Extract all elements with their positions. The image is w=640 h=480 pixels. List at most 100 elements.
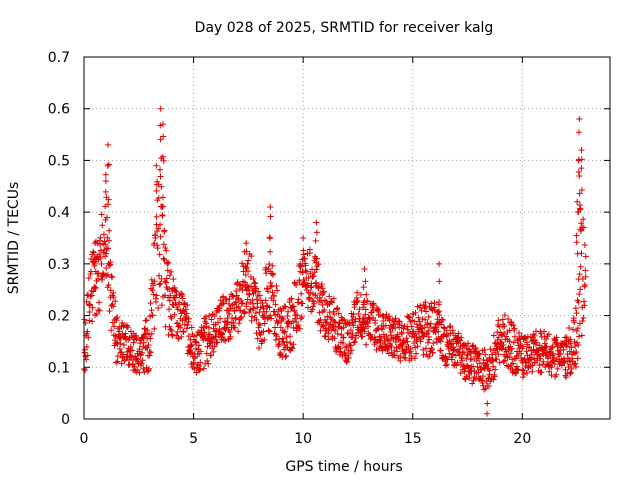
data-point <box>576 172 583 179</box>
data-point <box>414 343 421 350</box>
data-point <box>185 315 192 322</box>
data-point <box>332 327 339 334</box>
data-point <box>511 333 518 340</box>
data-point <box>447 323 454 330</box>
data-point <box>243 240 250 247</box>
data-point <box>322 333 329 340</box>
data-point <box>295 299 302 306</box>
data-point <box>142 330 149 337</box>
data-point <box>195 362 202 369</box>
data-point <box>526 344 533 351</box>
data-point <box>392 315 399 322</box>
data-point <box>476 360 483 367</box>
data-point <box>349 330 356 337</box>
data-point <box>386 317 393 324</box>
data-point <box>534 357 541 364</box>
data-point <box>479 379 486 386</box>
data-point <box>490 376 497 383</box>
data-point <box>267 248 274 255</box>
data-point <box>283 333 290 340</box>
data-point <box>122 330 129 337</box>
data-point <box>334 330 341 337</box>
data-point <box>492 349 499 356</box>
data-point <box>158 302 165 309</box>
data-point <box>541 328 548 335</box>
data-point <box>164 267 171 274</box>
data-point <box>255 320 262 327</box>
data-point <box>345 354 352 361</box>
data-point <box>103 265 110 272</box>
data-point <box>458 334 465 341</box>
data-point <box>202 318 209 325</box>
data-point <box>257 322 264 329</box>
data-point <box>109 274 116 281</box>
data-point <box>146 365 153 372</box>
data-point <box>161 292 168 299</box>
data-point <box>226 329 233 336</box>
data-point <box>299 300 306 307</box>
data-point <box>348 347 355 354</box>
data-point <box>481 386 487 393</box>
data-point <box>96 307 103 314</box>
data-point <box>363 291 370 298</box>
data-point <box>152 235 159 242</box>
data-point <box>113 339 120 346</box>
data-point <box>529 368 536 375</box>
data-point <box>554 343 561 350</box>
data-point <box>455 330 462 337</box>
data-point <box>438 316 445 323</box>
data-point <box>571 319 578 326</box>
data-point <box>576 190 583 197</box>
data-point <box>572 363 579 370</box>
data-point <box>120 351 127 358</box>
data-point <box>491 373 498 380</box>
data-point <box>362 306 369 313</box>
data-point <box>148 307 155 314</box>
data-point <box>290 341 297 348</box>
data-point <box>97 234 104 241</box>
data-point <box>174 306 181 313</box>
data-point <box>298 313 305 320</box>
data-point <box>275 341 282 348</box>
data-point <box>312 237 319 244</box>
data-point <box>188 342 195 349</box>
data-point <box>313 259 320 266</box>
data-point <box>575 299 582 306</box>
data-point <box>576 116 583 123</box>
data-point <box>312 280 319 287</box>
y-axis-label: SRMTID / TECUs <box>6 182 22 295</box>
data-point <box>331 311 338 318</box>
data-point <box>470 377 477 384</box>
data-point <box>576 333 583 340</box>
data-point <box>576 202 583 209</box>
data-point <box>119 319 126 326</box>
data-point <box>89 318 96 325</box>
data-point <box>171 311 178 318</box>
data-point <box>97 254 104 261</box>
data-point <box>543 343 550 350</box>
data-point <box>454 359 461 366</box>
data-point <box>461 341 468 348</box>
data-point <box>160 203 167 210</box>
data-point <box>422 345 429 352</box>
data-point <box>436 278 443 285</box>
data-point <box>461 368 468 375</box>
data-point <box>563 374 570 381</box>
data-point <box>103 250 110 257</box>
data-point <box>252 310 259 317</box>
data-point <box>157 233 164 240</box>
data-point <box>411 355 418 362</box>
data-point <box>550 350 557 357</box>
data-point <box>157 136 164 143</box>
data-point <box>166 306 173 313</box>
data-point <box>484 410 490 417</box>
data-point <box>243 303 250 310</box>
data-point <box>343 344 350 351</box>
data-point <box>168 315 175 322</box>
data-point <box>385 337 392 344</box>
data-point <box>417 302 424 309</box>
data-point <box>110 294 117 301</box>
data-point <box>105 161 112 168</box>
data-point <box>280 338 287 345</box>
data-point <box>452 352 459 359</box>
